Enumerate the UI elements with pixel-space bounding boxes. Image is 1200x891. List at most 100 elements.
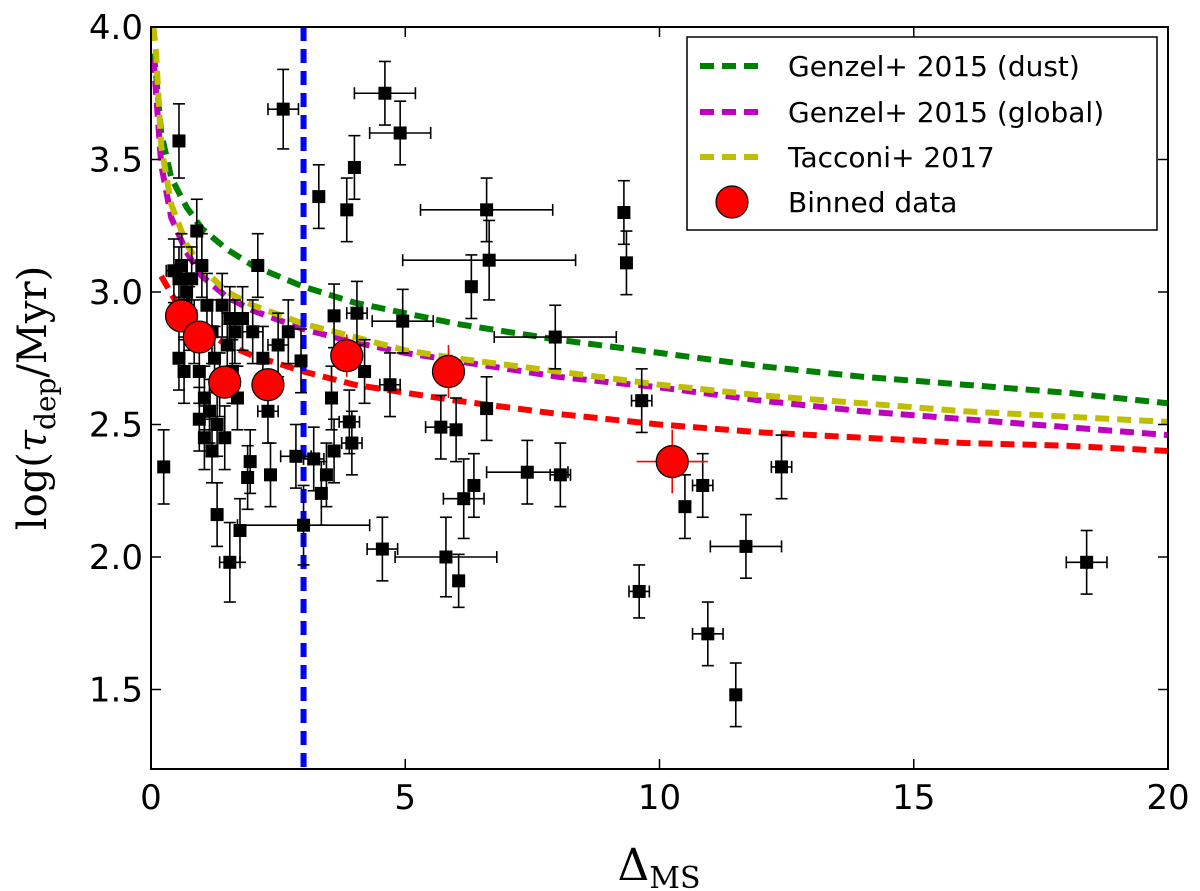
square-marker [185, 272, 199, 286]
square-marker [297, 518, 311, 532]
square-marker [739, 539, 753, 553]
data-point [195, 232, 209, 299]
legend-label-tacconi: Tacconi+ 2017 [787, 141, 995, 174]
binned-marker [431, 354, 466, 389]
square-marker [775, 460, 789, 474]
square-marker [393, 126, 407, 140]
square-marker [350, 306, 364, 320]
data-point [729, 662, 743, 728]
square-marker [202, 404, 216, 418]
data-point [480, 375, 494, 442]
square-marker [195, 259, 209, 272]
square-marker [1080, 555, 1094, 569]
data-point [243, 428, 257, 495]
y-tick-label: 2.5 [89, 406, 143, 446]
legend-item-tacconi: Tacconi+ 2017 [700, 141, 995, 174]
y-tick-label: 4.0 [89, 8, 143, 48]
square-marker [548, 330, 562, 344]
square-marker [482, 253, 496, 267]
square-marker [157, 460, 171, 474]
square-marker [200, 298, 214, 312]
square-marker [375, 542, 389, 556]
curve-fit-3 [158, 274, 1168, 454]
legend-swatch-binned [715, 185, 749, 219]
data-point [177, 338, 191, 405]
square-marker [467, 478, 481, 492]
square-marker [223, 312, 237, 325]
square-marker [312, 190, 326, 204]
data-point [493, 304, 618, 370]
data-point [770, 434, 793, 500]
square-marker [281, 325, 295, 339]
square-marker [307, 452, 321, 466]
square-marker [241, 471, 255, 484]
square-marker [340, 203, 354, 217]
square-marker [223, 555, 237, 569]
data-point [340, 410, 363, 476]
square-marker [314, 486, 328, 500]
square-marker [396, 314, 410, 328]
square-marker [243, 455, 257, 469]
curve-genzel-2015-global [151, 58, 1168, 439]
legend-item-binned: Binned data [715, 185, 957, 219]
data-point [327, 418, 341, 484]
data-point [228, 299, 242, 365]
square-marker [439, 550, 453, 564]
data-point [366, 516, 399, 582]
square-marker [452, 574, 466, 588]
square-marker [696, 478, 710, 492]
square-marker [228, 325, 242, 339]
square-marker [342, 415, 356, 429]
y-axis-title-prefix: log( [10, 452, 56, 530]
square-marker [434, 420, 448, 434]
square-marker [192, 365, 206, 378]
data-point [236, 285, 250, 352]
square-marker [294, 354, 308, 368]
binned-marker [330, 339, 364, 373]
square-marker [347, 160, 361, 174]
data-point [157, 428, 171, 505]
curve-tacconi-2017 [151, 27, 1168, 425]
x-tick-label: 20 [1146, 778, 1189, 818]
data-point [464, 254, 478, 320]
square-marker [197, 391, 211, 405]
square-marker [197, 431, 211, 445]
data-point [452, 553, 466, 609]
square-marker [215, 298, 229, 312]
square-marker [172, 351, 186, 365]
binned-marker [251, 368, 285, 402]
square-marker [319, 468, 333, 482]
binned-point [431, 345, 466, 398]
data-point [302, 426, 325, 492]
y-axis: 1.5 2.0 2.5 3.0 3.5 4.0 [89, 8, 1168, 711]
data-point [233, 497, 247, 564]
y-tick-label: 1.5 [89, 671, 143, 711]
data-point [379, 352, 401, 418]
data-point [628, 564, 651, 619]
square-marker [289, 449, 303, 463]
square-marker [678, 500, 692, 514]
data-point [327, 283, 341, 349]
data-point [419, 177, 554, 243]
y-axis-title-suffix: /Myr) [10, 266, 56, 378]
square-marker [192, 412, 206, 426]
data-point [347, 134, 361, 201]
binned-marker [182, 320, 216, 354]
square-marker [205, 444, 219, 458]
binned-marker [655, 445, 689, 479]
data-point [691, 452, 714, 519]
data-point [294, 328, 308, 394]
square-marker [256, 351, 270, 365]
data-point [340, 177, 354, 243]
binned-point [330, 334, 364, 377]
data-point [1065, 529, 1108, 595]
square-marker [210, 418, 224, 431]
data-point [210, 481, 224, 548]
square-marker [520, 465, 534, 479]
binned-point [636, 429, 708, 494]
binned-points [164, 299, 708, 494]
data-point [691, 601, 724, 667]
square-marker [246, 325, 260, 339]
y-axis-title-tau: τ [10, 429, 56, 452]
square-marker [449, 423, 463, 437]
